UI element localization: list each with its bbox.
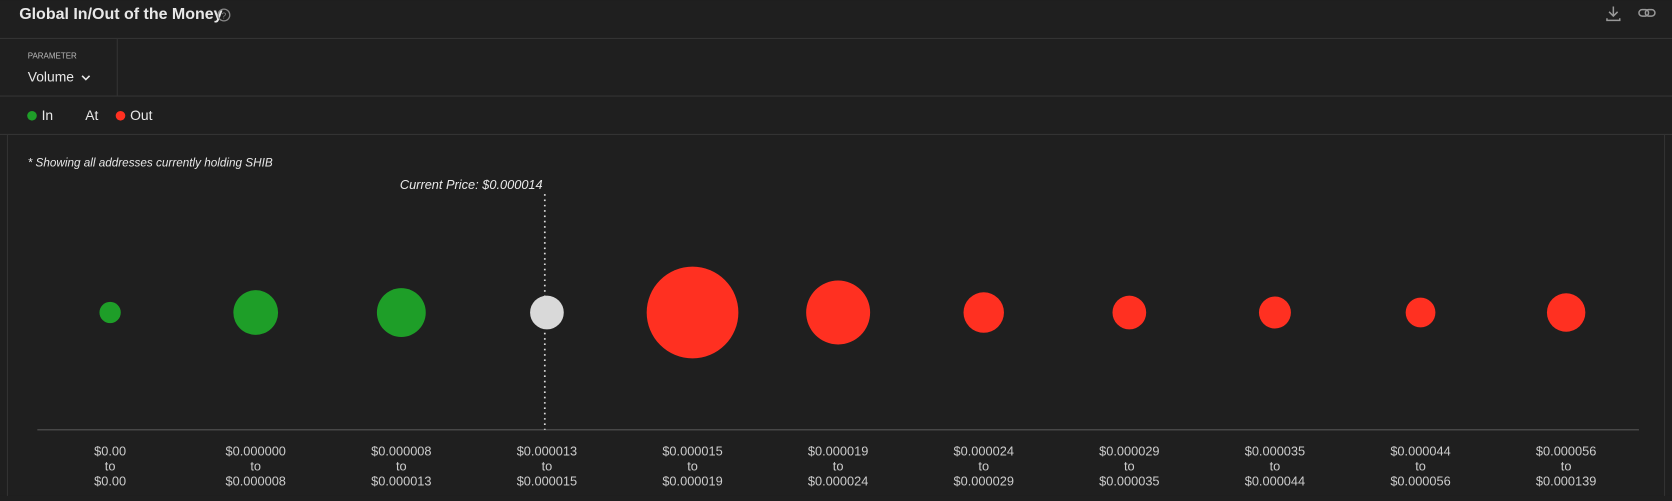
bubble — [1258, 296, 1291, 329]
bubble — [1405, 297, 1436, 328]
x-tick-label: to — [542, 459, 553, 474]
x-tick-label: $0.000013 — [517, 444, 577, 459]
x-tick-label: $0.000035 — [1099, 473, 1159, 488]
bubble — [99, 301, 121, 324]
help-icon[interactable]: ? — [217, 8, 231, 22]
x-tick-label: $0.000024 — [808, 473, 868, 488]
x-tick-label: to — [1270, 459, 1281, 474]
bubble — [530, 295, 564, 330]
x-tick-label: $0.000029 — [954, 473, 1014, 488]
bubble — [1546, 293, 1586, 332]
x-tick-label: $0.000044 — [1245, 473, 1305, 488]
parameter-label: PARAMETER — [28, 52, 77, 61]
x-tick-label: $0.00 — [94, 444, 126, 459]
x-tick-label: $0.000000 — [226, 444, 286, 459]
x-tick-label: $0.000056 — [1390, 473, 1450, 488]
bubble — [376, 288, 426, 337]
x-tick-label: $0.000019 — [808, 444, 868, 459]
x-tick-label: $0.000008 — [226, 473, 286, 488]
download-icon[interactable] — [1606, 6, 1621, 22]
bubble — [1112, 295, 1147, 330]
link-icon[interactable] — [1638, 8, 1656, 17]
legend-dot — [115, 110, 126, 121]
x-tick-label: $0.000035 — [1245, 444, 1305, 459]
x-tick-label: $0.000139 — [1536, 473, 1596, 488]
x-tick-label: $0.000024 — [954, 444, 1014, 459]
parameter-select[interactable]: Volume — [28, 69, 91, 85]
panel-title: Global In/Out of the Money — [19, 6, 222, 23]
svg-text:?: ? — [222, 10, 227, 20]
x-tick-label: to — [1561, 459, 1572, 474]
bubble — [963, 292, 1004, 333]
x-tick-label: to — [833, 459, 844, 474]
x-tick-label: $0.000008 — [371, 444, 431, 459]
x-tick-label: to — [105, 459, 116, 474]
chart-note: * Showing all addresses currently holdin… — [28, 156, 273, 169]
x-tick-label: $0.00 — [94, 473, 126, 488]
bubble — [806, 280, 871, 345]
x-tick-label: to — [978, 459, 989, 474]
parameter-value[interactable]: Volume — [28, 69, 75, 85]
x-tick-label: to — [250, 459, 261, 474]
legend-label: At — [85, 107, 98, 123]
x-tick-label: to — [396, 459, 407, 474]
x-tick-label: $0.000015 — [517, 473, 577, 488]
legend-label: In — [42, 107, 54, 123]
x-tick-label: $0.000013 — [371, 473, 431, 488]
legend-label: Out — [130, 107, 152, 123]
x-tick-label: $0.000044 — [1390, 444, 1450, 459]
current-price-label: Current Price: $0.000014 — [400, 177, 543, 192]
x-tick-label: to — [1124, 459, 1135, 474]
x-tick-label: to — [1415, 459, 1426, 474]
x-tick-label: $0.000029 — [1099, 444, 1159, 459]
bubble — [646, 266, 739, 359]
x-tick-label: $0.000056 — [1536, 444, 1596, 459]
x-tick-label: to — [687, 459, 698, 474]
x-tick-label: $0.000015 — [662, 444, 722, 459]
bubble — [233, 290, 279, 335]
x-tick-label: $0.000019 — [662, 473, 722, 488]
legend-dot — [27, 110, 37, 121]
